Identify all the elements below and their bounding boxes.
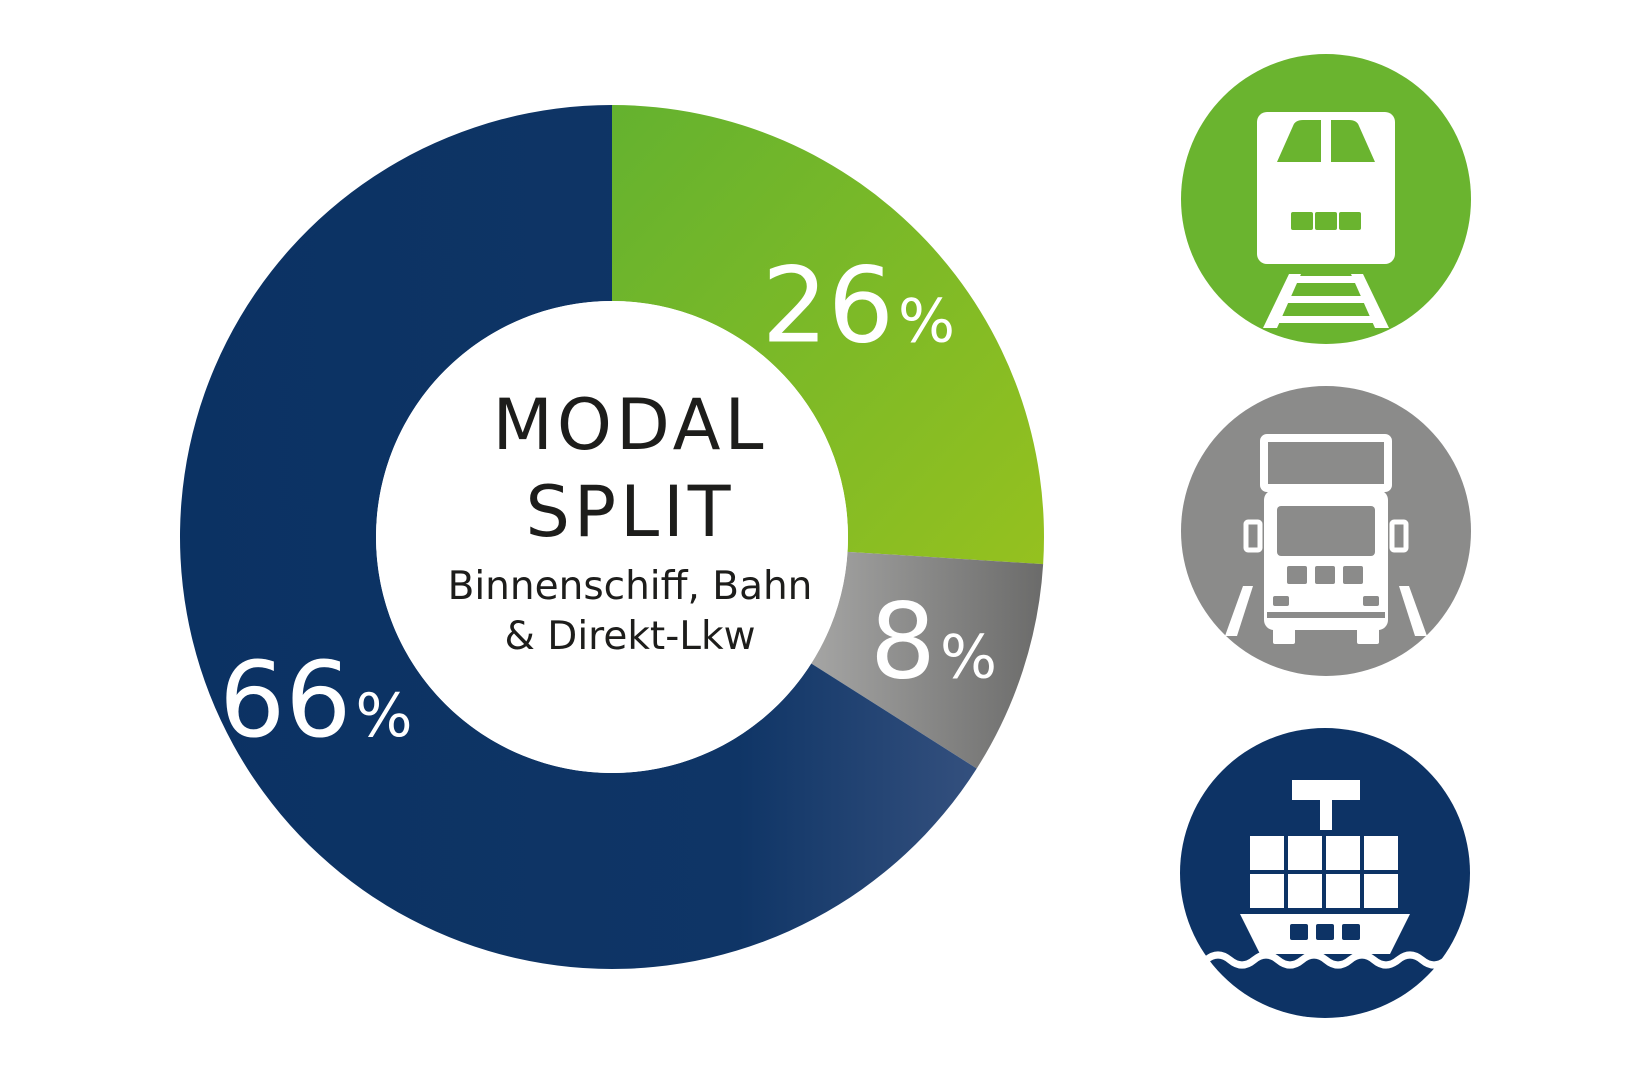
container-ship-icon — [1180, 728, 1470, 1018]
slice-label-26: 26% — [762, 245, 955, 367]
donut-slice-66 — [179, 105, 977, 970]
slice-label-8: 8% — [870, 580, 997, 702]
chart-subtitle-line-1: Binnenschiff, Bahn — [447, 564, 813, 609]
train-icon — [1181, 54, 1471, 344]
donut-hole — [376, 301, 848, 773]
chart-title-line-2: SPLIT — [525, 471, 735, 553]
donut-slice-8 — [811, 551, 1044, 769]
donut-slice-26 — [612, 105, 1044, 565]
chart-title-line-1: MODAL — [492, 384, 768, 466]
slice-label-66: 66% — [219, 639, 412, 761]
chart-subtitle-line-2: & Direkt-Lkw — [504, 614, 756, 659]
truck-icon — [1181, 386, 1471, 676]
chart-subtitle: Binnenschiff, Bahn & Direkt-Lkw — [430, 562, 830, 662]
